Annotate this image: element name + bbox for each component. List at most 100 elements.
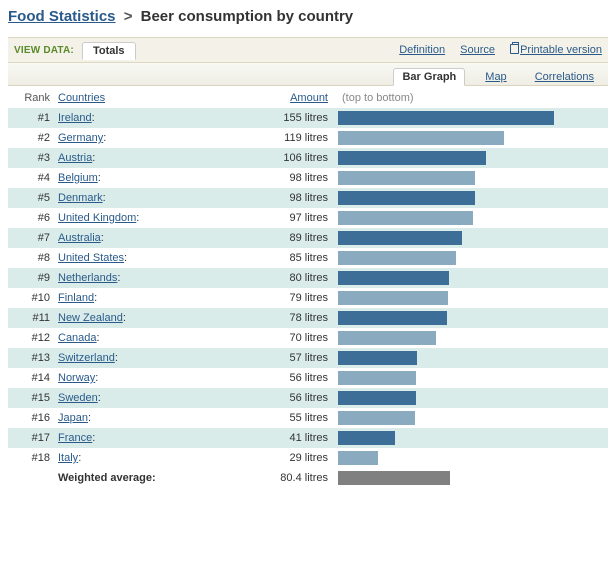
- breadcrumb-current: Beer consumption by country: [141, 8, 354, 25]
- country-cell: United States:: [58, 252, 258, 264]
- table-row: #12Canada:70 litres: [8, 328, 608, 348]
- bar-cell: [338, 331, 602, 345]
- country-link[interactable]: Switzerland: [58, 352, 115, 364]
- country-cell: Germany:: [58, 132, 258, 144]
- country-cell: Sweden:: [58, 392, 258, 404]
- print-icon: [510, 44, 519, 54]
- country-link[interactable]: Canada: [58, 332, 97, 344]
- country-link[interactable]: Japan: [58, 412, 88, 424]
- summary-label: Weighted average:: [58, 472, 258, 484]
- bar-cell: [338, 431, 602, 445]
- amount-cell: 155 litres: [258, 112, 338, 124]
- bar-cell: [338, 271, 602, 285]
- table-row: #16Japan:55 litres: [8, 408, 608, 428]
- rank-cell: #13: [14, 352, 58, 364]
- link-definition[interactable]: Definition: [399, 44, 445, 56]
- bar-cell: [338, 371, 602, 385]
- bar: [338, 371, 416, 385]
- bar: [338, 231, 462, 245]
- table-row: #8United States:85 litres: [8, 248, 608, 268]
- amount-cell: 98 litres: [258, 192, 338, 204]
- table-row: #10Finland:79 litres: [8, 288, 608, 308]
- colon: :: [124, 252, 127, 264]
- amount-cell: 79 litres: [258, 292, 338, 304]
- country-link[interactable]: United States: [58, 252, 124, 264]
- bar-cell: [338, 351, 602, 365]
- amount-cell: 119 litres: [258, 132, 338, 144]
- colon: :: [78, 452, 81, 464]
- colon: :: [117, 272, 120, 284]
- amount-cell: 98 litres: [258, 172, 338, 184]
- topbar: VIEW DATA: Totals Definition Source Prin…: [8, 37, 608, 63]
- country-link[interactable]: Australia: [58, 232, 101, 244]
- header-rank: Rank: [14, 92, 58, 104]
- amount-cell: 97 litres: [258, 212, 338, 224]
- breadcrumb-sep: >: [124, 8, 133, 25]
- link-source[interactable]: Source: [460, 44, 495, 56]
- header-amount-link[interactable]: Amount: [290, 92, 328, 104]
- bar: [338, 251, 456, 265]
- bar-cell: [338, 111, 602, 125]
- bar: [338, 131, 504, 145]
- country-link[interactable]: Denmark: [58, 192, 103, 204]
- country-link[interactable]: Netherlands: [58, 272, 117, 284]
- country-link[interactable]: Ireland: [58, 112, 92, 124]
- tab-correlations[interactable]: Correlations: [527, 69, 602, 85]
- country-link[interactable]: New Zealand: [58, 312, 123, 324]
- amount-cell: 106 litres: [258, 152, 338, 164]
- country-link[interactable]: Germany: [58, 132, 103, 144]
- country-link[interactable]: Austria: [58, 152, 92, 164]
- breadcrumb-parent-link[interactable]: Food Statistics: [8, 8, 116, 25]
- column-headers: Rank Countries Amount (top to bottom): [8, 86, 608, 108]
- colon: :: [88, 412, 91, 424]
- link-printable[interactable]: Printable version: [510, 44, 602, 56]
- rank-cell: #4: [14, 172, 58, 184]
- bar: [338, 311, 447, 325]
- rank-cell: #11: [14, 312, 58, 324]
- bar: [338, 271, 449, 285]
- bar: [338, 331, 436, 345]
- bar: [338, 431, 395, 445]
- bar-cell: [338, 231, 602, 245]
- summary-amount: 80.4 litres: [258, 472, 338, 484]
- country-link[interactable]: France: [58, 432, 92, 444]
- country-cell: Switzerland:: [58, 352, 258, 364]
- bar: [338, 211, 473, 225]
- table-row: #5Denmark:98 litres: [8, 188, 608, 208]
- table-row: #18Italy:29 litres: [8, 448, 608, 468]
- table-row: #7Australia:89 litres: [8, 228, 608, 248]
- bar-cell: [338, 211, 602, 225]
- header-countries-link[interactable]: Countries: [58, 92, 105, 104]
- tab-totals[interactable]: Totals: [82, 42, 136, 60]
- colon: :: [101, 232, 104, 244]
- amount-cell: 80 litres: [258, 272, 338, 284]
- bar-cell: [338, 251, 602, 265]
- data-rows: #1Ireland:155 litres#2Germany:119 litres…: [8, 108, 608, 468]
- link-printable-label: Printable version: [520, 44, 602, 56]
- tab-map[interactable]: Map: [477, 69, 514, 85]
- country-cell: Denmark:: [58, 192, 258, 204]
- country-cell: Italy:: [58, 452, 258, 464]
- country-link[interactable]: Finland: [58, 292, 94, 304]
- colon: :: [98, 392, 101, 404]
- amount-cell: 56 litres: [258, 392, 338, 404]
- country-link[interactable]: Italy: [58, 452, 78, 464]
- colon: :: [97, 332, 100, 344]
- country-cell: Ireland:: [58, 112, 258, 124]
- bar: [338, 111, 554, 125]
- colon: :: [95, 372, 98, 384]
- tab-bar-graph[interactable]: Bar Graph: [393, 68, 465, 86]
- country-link[interactable]: Sweden: [58, 392, 98, 404]
- table-row: #13Switzerland:57 litres: [8, 348, 608, 368]
- summary-row: Weighted average: 80.4 litres: [8, 468, 608, 488]
- country-link[interactable]: United Kingdom: [58, 212, 136, 224]
- rank-cell: #3: [14, 152, 58, 164]
- table-row: #9Netherlands:80 litres: [8, 268, 608, 288]
- country-link[interactable]: Norway: [58, 372, 95, 384]
- country-link[interactable]: Belgium: [58, 172, 98, 184]
- amount-cell: 78 litres: [258, 312, 338, 324]
- bar: [338, 191, 475, 205]
- colon: :: [92, 112, 95, 124]
- country-cell: New Zealand:: [58, 312, 258, 324]
- colon: :: [98, 172, 101, 184]
